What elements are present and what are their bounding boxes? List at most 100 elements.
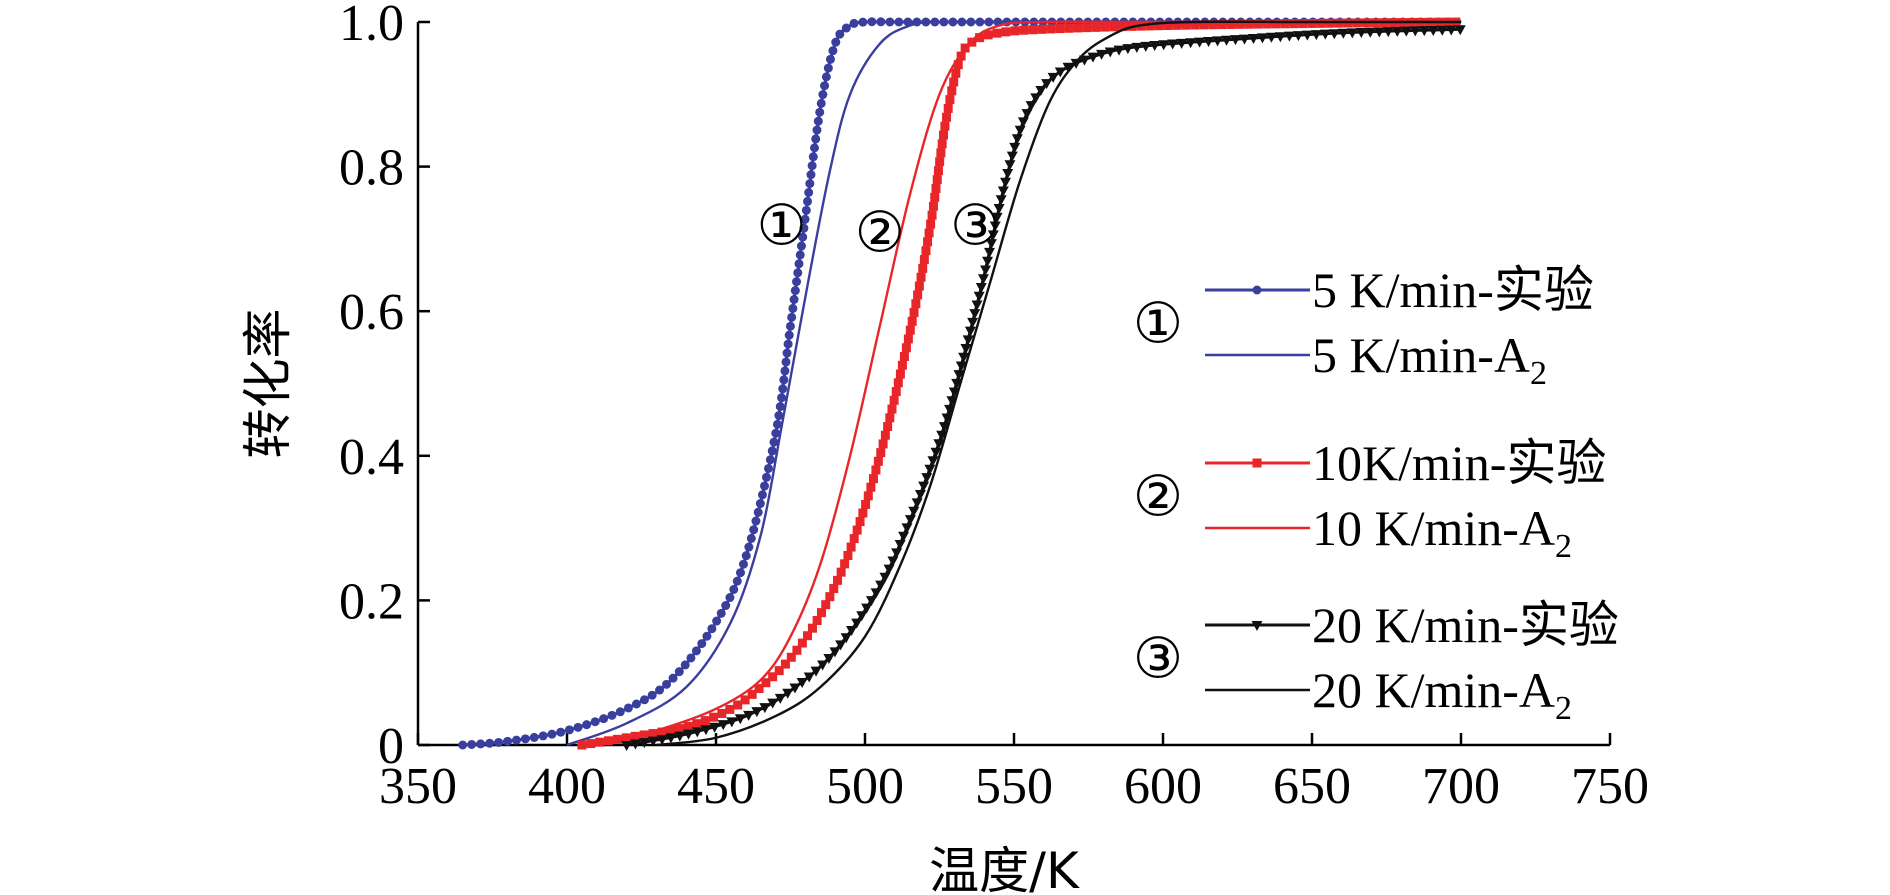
data-point bbox=[960, 344, 972, 355]
data-point bbox=[717, 720, 729, 731]
legend-group-3: ③ 20 K/min-实验 20 K/min-A2 bbox=[1133, 597, 1619, 727]
legend-subscript: 2 bbox=[1555, 690, 1572, 727]
data-point bbox=[871, 465, 881, 475]
y-tick-label: 0.4 bbox=[339, 429, 404, 486]
data-point bbox=[779, 375, 789, 385]
series-4 bbox=[596, 20, 1461, 747]
data-point bbox=[733, 700, 743, 710]
data-point bbox=[875, 580, 887, 591]
data-point bbox=[782, 688, 794, 699]
data-point bbox=[891, 548, 903, 559]
data-point bbox=[967, 317, 979, 328]
data-point bbox=[700, 716, 710, 726]
data-point bbox=[712, 616, 722, 626]
series-6 bbox=[656, 20, 1461, 747]
data-point bbox=[807, 161, 817, 171]
x-tick-label: 500 bbox=[826, 758, 904, 815]
data-point bbox=[816, 98, 826, 108]
legend-label: 20 K/min-实验 bbox=[1312, 597, 1619, 653]
data-point bbox=[1346, 28, 1358, 39]
data-point bbox=[1001, 27, 1011, 37]
y-tick-label: 1.0 bbox=[339, 0, 404, 52]
series-line bbox=[596, 20, 1461, 747]
data-point bbox=[1436, 25, 1448, 36]
data-point bbox=[665, 733, 677, 744]
data-point bbox=[914, 490, 926, 501]
data-point bbox=[1185, 38, 1197, 49]
data-point bbox=[686, 653, 696, 663]
y-tick-label: 0.6 bbox=[339, 284, 404, 341]
data-point bbox=[804, 187, 814, 197]
data-point bbox=[1199, 20, 1209, 30]
data-point bbox=[760, 481, 770, 491]
data-point bbox=[774, 666, 784, 676]
data-point bbox=[753, 507, 763, 517]
data-point bbox=[835, 640, 847, 651]
x-tick-label: 450 bbox=[677, 758, 755, 815]
data-point bbox=[807, 623, 817, 633]
data-point bbox=[1082, 23, 1092, 33]
data-point bbox=[675, 724, 685, 734]
data-point bbox=[841, 23, 851, 33]
data-point bbox=[921, 246, 931, 256]
data-point bbox=[878, 439, 888, 449]
data-point bbox=[586, 739, 596, 749]
data-point bbox=[1000, 177, 1012, 188]
legend-label: 10 K/min-A2 bbox=[1312, 500, 1572, 565]
data-point bbox=[876, 448, 886, 458]
data-point bbox=[668, 673, 678, 683]
data-point bbox=[1021, 109, 1033, 120]
data-point bbox=[849, 18, 859, 28]
data-point bbox=[796, 678, 808, 689]
data-point bbox=[772, 419, 782, 429]
data-point bbox=[729, 584, 739, 594]
data-point bbox=[638, 738, 650, 749]
data-point bbox=[1328, 29, 1340, 40]
data-point bbox=[778, 384, 788, 394]
data-point bbox=[775, 402, 785, 412]
data-point bbox=[1382, 27, 1394, 38]
data-point bbox=[1238, 34, 1250, 45]
x-tick-label: 600 bbox=[1124, 758, 1202, 815]
curve-label-1: ① bbox=[756, 193, 806, 258]
data-point bbox=[964, 326, 976, 337]
data-point bbox=[707, 624, 717, 634]
data-point bbox=[894, 17, 904, 27]
legend-label: 10K/min-实验 bbox=[1312, 435, 1606, 491]
data-point bbox=[797, 638, 807, 648]
data-point bbox=[1118, 22, 1128, 32]
data-point bbox=[1004, 160, 1016, 171]
data-point bbox=[674, 731, 686, 742]
data-point bbox=[992, 28, 1002, 38]
data-point bbox=[786, 652, 796, 662]
data-point bbox=[1325, 18, 1335, 28]
data-point bbox=[1235, 19, 1245, 29]
data-point bbox=[955, 361, 967, 372]
data-point bbox=[821, 600, 831, 610]
data-point bbox=[662, 679, 672, 689]
data-point bbox=[858, 508, 868, 518]
data-point bbox=[1054, 67, 1066, 78]
data-point bbox=[1030, 93, 1042, 104]
data-point bbox=[1221, 35, 1233, 46]
data-point bbox=[941, 413, 953, 424]
data-point bbox=[918, 263, 928, 273]
data-point bbox=[726, 717, 738, 728]
data-point bbox=[1409, 26, 1421, 37]
data-point bbox=[790, 286, 800, 296]
data-point bbox=[590, 717, 600, 727]
data-point bbox=[907, 316, 917, 326]
data-point bbox=[1109, 22, 1119, 32]
data-point bbox=[1217, 20, 1227, 30]
data-point bbox=[810, 666, 822, 677]
data-point bbox=[1203, 37, 1215, 48]
data-point bbox=[1019, 25, 1029, 35]
data-point bbox=[840, 633, 852, 644]
data-point bbox=[1037, 24, 1047, 34]
data-point bbox=[821, 72, 831, 82]
data-point bbox=[757, 490, 767, 500]
legend-marker bbox=[1252, 285, 1262, 295]
data-point bbox=[1047, 72, 1059, 83]
data-point bbox=[1244, 19, 1254, 29]
data-point bbox=[831, 37, 841, 47]
